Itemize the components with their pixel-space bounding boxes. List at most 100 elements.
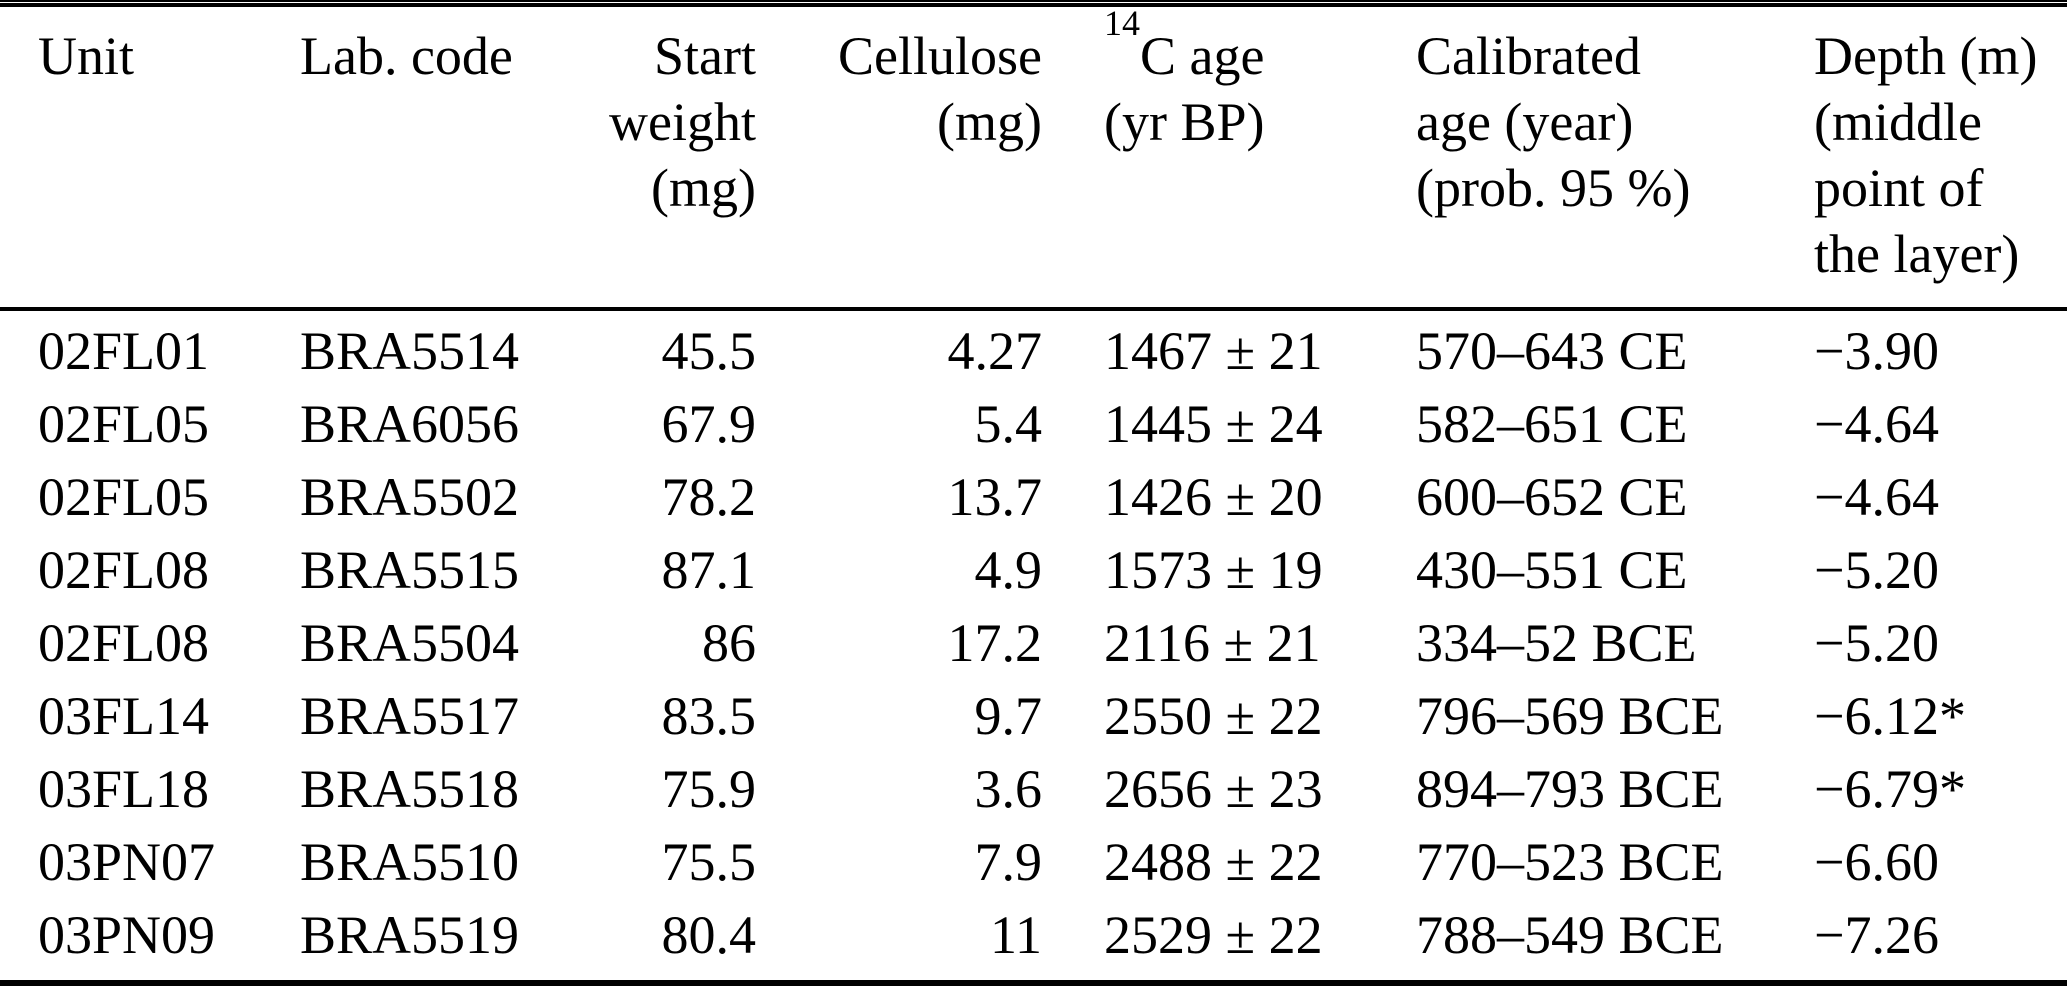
header-line: the layer) bbox=[1814, 224, 2020, 284]
table-row: 03PN07 BRA5510 75.5 7.9 2488 ± 22 770–52… bbox=[0, 826, 2067, 899]
cell-c14-age: 1467 ± 21 bbox=[1104, 321, 1323, 381]
cell-depth: −7.26 bbox=[1814, 905, 1939, 965]
table-row: 03FL18 BRA5518 75.9 3.6 2656 ± 23 894–79… bbox=[0, 753, 2067, 826]
column-header-c14-age: 14C age (yr BP) bbox=[1046, 5, 1408, 311]
header-line: Start bbox=[654, 26, 756, 86]
cell-c14-age: 2488 ± 22 bbox=[1104, 832, 1323, 892]
column-header-lab-code: Lab. code bbox=[262, 5, 562, 311]
header-line: (middle bbox=[1814, 92, 1982, 152]
table-row: 02FL01 BRA5514 45.5 4.27 1467 ± 21 570–6… bbox=[0, 309, 2067, 388]
cell-calibrated-age: 788–549 BCE bbox=[1416, 905, 1724, 965]
cell-unit: 03FL18 bbox=[38, 759, 210, 819]
cell-lab-code: BRA6056 bbox=[300, 394, 520, 454]
header-line: (mg) bbox=[651, 158, 756, 218]
cell-c14-age: 1445 ± 24 bbox=[1104, 394, 1323, 454]
header-line: point of bbox=[1814, 158, 1984, 218]
header-row: Unit Lab. code Start weight (mg) Cellulo… bbox=[0, 5, 2067, 311]
cell-lab-code: BRA5514 bbox=[300, 321, 520, 381]
cell-depth: −5.20 bbox=[1814, 613, 1939, 673]
header-line: 14C age bbox=[1104, 5, 1407, 89]
table-row: 02FL08 BRA5515 87.1 4.9 1573 ± 19 430–55… bbox=[0, 534, 2067, 607]
table-row: 03PN09 BRA5519 80.4 11 2529 ± 22 788–549… bbox=[0, 899, 2067, 983]
cell-lab-code: BRA5502 bbox=[300, 467, 520, 527]
cell-calibrated-age: 600–652 CE bbox=[1416, 467, 1688, 527]
table-header: Unit Lab. code Start weight (mg) Cellulo… bbox=[0, 5, 2067, 311]
cell-unit: 03FL14 bbox=[38, 686, 210, 746]
cell-lab-code: BRA5517 bbox=[300, 686, 520, 746]
cell-cellulose: 11 bbox=[990, 905, 1042, 965]
cell-cellulose: 5.4 bbox=[974, 394, 1043, 454]
column-header-calibrated-age: Calibrated age (year) (prob. 95 %) bbox=[1408, 5, 1806, 311]
cell-depth: −6.60 bbox=[1814, 832, 1939, 892]
cell-unit: 02FL01 bbox=[38, 321, 210, 381]
table-row: 02FL05 BRA5502 78.2 13.7 1426 ± 20 600–6… bbox=[0, 461, 2067, 534]
cell-start-weight: 83.5 bbox=[661, 686, 757, 746]
cell-lab-code: BRA5515 bbox=[300, 540, 520, 600]
header-line: Unit bbox=[38, 26, 135, 86]
header-line: Depth (m) bbox=[1814, 26, 2038, 86]
table-row: 02FL08 BRA5504 86 17.2 2116 ± 21 334–52 … bbox=[0, 607, 2067, 680]
cell-c14-age: 2116 ± 21 bbox=[1104, 613, 1321, 673]
cell-unit: 02FL05 bbox=[38, 467, 210, 527]
cell-calibrated-age: 796–569 BCE bbox=[1416, 686, 1724, 746]
header-line: (prob. 95 %) bbox=[1416, 158, 1691, 218]
header-line: Lab. code bbox=[300, 26, 513, 86]
cell-start-weight: 45.5 bbox=[661, 321, 757, 381]
cell-calibrated-age: 430–551 CE bbox=[1416, 540, 1688, 600]
column-header-unit: Unit bbox=[0, 5, 262, 311]
cell-depth: −6.12* bbox=[1814, 686, 1966, 746]
cell-depth: −6.79* bbox=[1814, 759, 1966, 819]
cell-start-weight: 80.4 bbox=[661, 905, 757, 965]
cell-start-weight: 87.1 bbox=[661, 540, 757, 600]
column-header-depth: Depth (m) (middle point of the layer) bbox=[1806, 5, 2067, 311]
cell-lab-code: BRA5518 bbox=[300, 759, 520, 819]
header-line: Cellulose bbox=[838, 26, 1042, 86]
cell-c14-age: 2550 ± 22 bbox=[1104, 686, 1323, 746]
cell-c14-age: 2529 ± 22 bbox=[1104, 905, 1323, 965]
cell-start-weight: 75.5 bbox=[661, 832, 757, 892]
header-line: weight bbox=[609, 92, 756, 152]
cell-calibrated-age: 334–52 BCE bbox=[1416, 613, 1697, 673]
header-line-text: C age bbox=[1140, 26, 1265, 86]
isotope-superscript: 14 bbox=[1104, 5, 1140, 43]
cell-cellulose: 4.9 bbox=[974, 540, 1043, 600]
cell-lab-code: BRA5510 bbox=[300, 832, 520, 892]
cell-c14-age: 2656 ± 23 bbox=[1104, 759, 1323, 819]
cell-cellulose: 13.7 bbox=[947, 467, 1043, 527]
cell-cellulose: 3.6 bbox=[974, 759, 1043, 819]
column-header-cellulose: Cellulose (mg) bbox=[762, 5, 1046, 311]
cell-start-weight: 67.9 bbox=[661, 394, 757, 454]
header-line: Calibrated bbox=[1416, 26, 1641, 86]
header-line: (mg) bbox=[937, 92, 1042, 152]
cell-depth: −4.64 bbox=[1814, 467, 1939, 527]
cell-unit: 02FL08 bbox=[38, 613, 210, 673]
cell-calibrated-age: 894–793 BCE bbox=[1416, 759, 1724, 819]
cell-cellulose: 7.9 bbox=[974, 832, 1043, 892]
header-line: age (year) bbox=[1416, 92, 1634, 152]
cell-unit: 02FL05 bbox=[38, 394, 210, 454]
table-row: 02FL05 BRA6056 67.9 5.4 1445 ± 24 582–65… bbox=[0, 388, 2067, 461]
cell-unit: 02FL08 bbox=[38, 540, 210, 600]
cell-depth: −4.64 bbox=[1814, 394, 1939, 454]
cell-unit: 03PN07 bbox=[38, 832, 216, 892]
header-line: (yr BP) bbox=[1104, 92, 1265, 152]
cell-depth: −5.20 bbox=[1814, 540, 1939, 600]
cell-unit: 03PN09 bbox=[38, 905, 216, 965]
data-table: Unit Lab. code Start weight (mg) Cellulo… bbox=[0, 3, 2067, 986]
cell-start-weight: 78.2 bbox=[661, 467, 757, 527]
cell-calibrated-age: 570–643 CE bbox=[1416, 321, 1688, 381]
column-header-start-weight: Start weight (mg) bbox=[562, 5, 762, 311]
cell-calibrated-age: 582–651 CE bbox=[1416, 394, 1688, 454]
cell-calibrated-age: 770–523 BCE bbox=[1416, 832, 1724, 892]
cell-cellulose: 9.7 bbox=[974, 686, 1043, 746]
table-row: 03FL14 BRA5517 83.5 9.7 2550 ± 22 796–56… bbox=[0, 680, 2067, 753]
cell-depth: −3.90 bbox=[1814, 321, 1939, 381]
cell-lab-code: BRA5519 bbox=[300, 905, 520, 965]
cell-cellulose: 4.27 bbox=[947, 321, 1043, 381]
table-body: 02FL01 BRA5514 45.5 4.27 1467 ± 21 570–6… bbox=[0, 309, 2067, 983]
cell-lab-code: BRA5504 bbox=[300, 613, 520, 673]
cell-c14-age: 1426 ± 20 bbox=[1104, 467, 1323, 527]
cell-c14-age: 1573 ± 19 bbox=[1104, 540, 1323, 600]
cell-start-weight: 86 bbox=[702, 613, 756, 673]
